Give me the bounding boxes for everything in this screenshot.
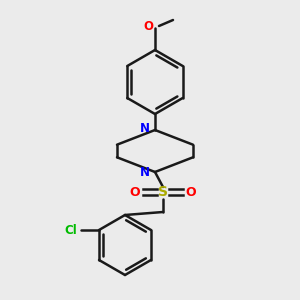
Text: N: N (140, 122, 150, 136)
Text: O: O (130, 185, 140, 199)
Text: O: O (143, 20, 153, 32)
Text: S: S (158, 185, 168, 199)
Text: Cl: Cl (64, 224, 77, 236)
Text: N: N (140, 167, 150, 179)
Text: O: O (186, 185, 196, 199)
